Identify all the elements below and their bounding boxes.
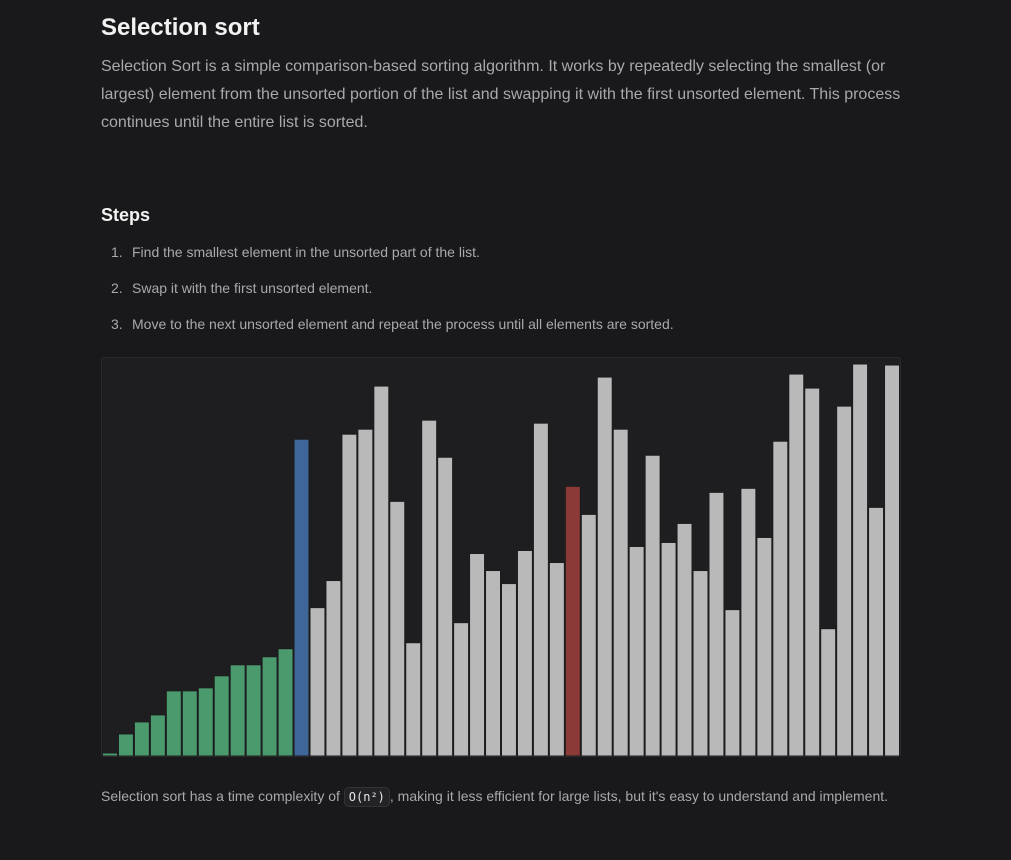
bar (628, 545, 645, 757)
step-number: 3. (111, 316, 123, 332)
step-number: 2. (111, 280, 123, 296)
bar (149, 714, 166, 757)
bar (644, 454, 661, 757)
bar (788, 373, 805, 757)
bar (309, 607, 326, 757)
footer: Selection sort has a time complexity of … (101, 782, 901, 812)
bar (820, 628, 837, 757)
bar (724, 609, 741, 757)
bar (453, 622, 470, 757)
bar (325, 580, 342, 757)
bar (293, 438, 310, 757)
bar (245, 664, 262, 757)
bar (341, 433, 358, 757)
step: 2. Swap it with the first unsorted elemen… (101, 276, 674, 312)
bar (660, 541, 677, 757)
bar (501, 583, 517, 757)
bar (836, 405, 853, 757)
bar (165, 690, 182, 757)
bar (756, 536, 773, 757)
bar (868, 506, 885, 757)
chart-box (101, 357, 901, 757)
intro: Selection Sort is a simple comparison-ba… (101, 58, 901, 131)
bar (373, 385, 390, 757)
bar (852, 363, 869, 757)
bar (596, 376, 613, 757)
bar (772, 440, 789, 757)
bar (884, 364, 900, 757)
bar (357, 428, 374, 757)
bar (421, 419, 438, 757)
bar (804, 387, 821, 757)
bar (580, 513, 597, 757)
bar (676, 522, 693, 757)
steps-list: 1. Find the smallest element in the unsor… (101, 240, 674, 348)
chart (102, 363, 900, 757)
bar (197, 687, 214, 757)
bar (437, 456, 454, 757)
bar (692, 570, 709, 757)
bar (469, 552, 486, 757)
bar (213, 675, 230, 757)
bar (117, 733, 134, 757)
bar (405, 642, 422, 757)
bar (740, 487, 757, 757)
bar (612, 428, 629, 757)
steps-heading: Steps (101, 205, 151, 225)
bar (564, 485, 581, 757)
bar (548, 562, 565, 757)
bar (485, 570, 502, 757)
bar (102, 752, 118, 757)
bar (133, 721, 150, 757)
step: 3. Move to the next unsorted element and … (101, 312, 674, 348)
bar (532, 422, 549, 757)
bar (708, 491, 725, 757)
step: 1. Find the smallest element in the unsor… (101, 240, 674, 276)
footer-text: , making it less efficient for large lis… (389, 788, 889, 804)
title: Selection sort (101, 14, 260, 41)
bar (389, 500, 406, 757)
step-text: Move to the next unsorted element and re… (132, 316, 674, 332)
bar (181, 690, 198, 757)
bar (261, 656, 278, 757)
step-text: Swap it with the first unsorted element. (132, 280, 373, 296)
code: O(n²) (343, 787, 390, 807)
step-number: 1. (111, 244, 123, 260)
step-text: Find the smallest element in the unsorte… (132, 244, 480, 260)
footer-text: Selection sort has a time complexity of (101, 788, 340, 804)
bar (229, 664, 246, 757)
bar (277, 648, 294, 757)
bar (516, 549, 533, 757)
